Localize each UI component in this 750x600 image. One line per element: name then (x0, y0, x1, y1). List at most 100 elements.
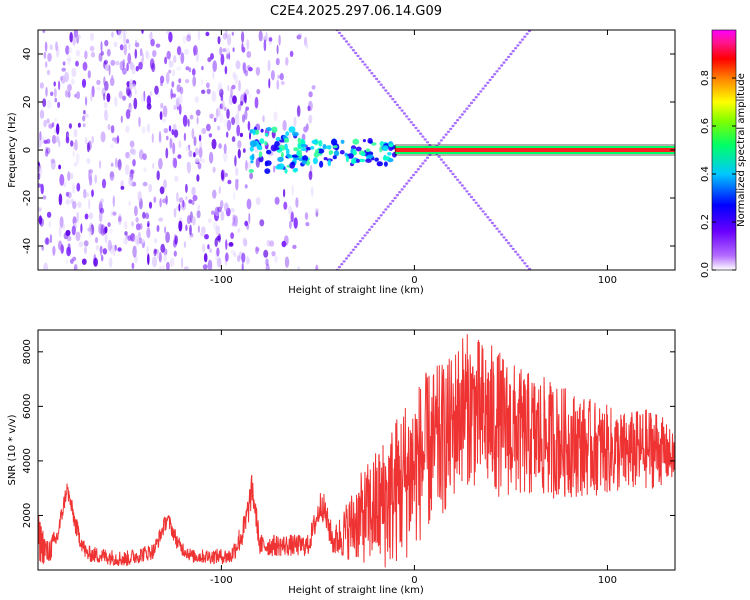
noise-blob (46, 69, 51, 76)
noise-blob (225, 239, 228, 250)
line-dot (495, 70, 499, 73)
y-tick-label: 20 (22, 96, 33, 109)
noise-blob (90, 92, 93, 102)
noise-blob (104, 64, 110, 72)
noise-blob (173, 129, 179, 138)
line-dot (527, 30, 532, 33)
snr-x-label: Height of straight line (km) (288, 585, 424, 596)
noise-blob (123, 43, 128, 56)
noise-blob (262, 115, 265, 123)
noise-blob (228, 52, 231, 60)
noise-blob (196, 174, 200, 182)
noise-blob (98, 52, 103, 62)
noise-blob (267, 59, 271, 72)
noise-blob (171, 69, 176, 77)
line-dot (502, 236, 506, 239)
line-dot (493, 224, 497, 227)
cluster-blob (319, 160, 324, 168)
noise-blob (266, 239, 271, 247)
noise-blob (216, 235, 221, 241)
x-tick-label: 0 (411, 575, 417, 586)
noise-blob (163, 128, 169, 134)
noise-blob (165, 231, 171, 243)
noise-blob (120, 180, 124, 188)
noise-blob (142, 211, 146, 219)
line-dot (465, 107, 469, 110)
noise-blob (66, 57, 72, 62)
noise-blob (227, 179, 232, 185)
noise-blob (216, 107, 221, 117)
noise-blob (228, 94, 234, 106)
noise-blob (194, 158, 200, 163)
line-dot (486, 81, 490, 85)
y-tick-label: 0 (22, 147, 33, 153)
line-dot (446, 130, 450, 133)
noise-blob (263, 249, 269, 258)
noise-blob (122, 33, 127, 44)
noise-blob (44, 149, 49, 157)
colorbar-ticks: 0.0 0.2 0.4 0.6 0.8 (700, 70, 736, 278)
noise-blob (248, 212, 251, 224)
noise-blob (39, 109, 45, 120)
line-dot (495, 227, 499, 230)
noise-blob (69, 32, 73, 43)
noise-blob (220, 210, 225, 221)
cluster-blob (355, 146, 362, 152)
noise-blob (122, 58, 126, 69)
noise-blob (240, 94, 245, 105)
line-dot (465, 190, 469, 193)
noise-blob (82, 115, 86, 122)
noise-blob (226, 47, 230, 56)
noise-blob (185, 224, 188, 232)
noise-blob (308, 91, 313, 98)
noise-blob (315, 264, 319, 270)
noise-blob (182, 114, 188, 127)
noise-blob (191, 199, 195, 206)
noise-blob (240, 100, 244, 106)
noise-blob (277, 74, 281, 79)
noise-blob (211, 138, 217, 150)
noise-blob (207, 244, 210, 250)
noise-blob (273, 165, 276, 173)
line-dot (386, 92, 390, 95)
noise-blob (72, 200, 77, 210)
noise-blob (178, 197, 184, 203)
noise-blob (164, 56, 168, 65)
noise-blob (246, 39, 250, 50)
noise-blob (166, 135, 169, 141)
noise-blob (128, 152, 132, 161)
noise-blob (232, 95, 237, 104)
noise-blob (243, 239, 248, 247)
noise-blob (269, 240, 275, 247)
noise-blob (84, 136, 88, 145)
line-dot (458, 116, 462, 119)
colorbar-tick-label: 0.2 (700, 214, 711, 230)
noise-blob (114, 96, 118, 108)
noise-blob (72, 182, 75, 194)
noise-blob (125, 125, 130, 133)
line-dot (463, 110, 467, 113)
cluster-blob (340, 139, 345, 144)
noise-blob (244, 109, 248, 121)
line-dot (442, 161, 446, 164)
noise-blob (215, 108, 219, 120)
noise-blob (132, 83, 136, 90)
noise-blob (75, 231, 81, 242)
noise-blob (110, 210, 115, 217)
noise-blob (148, 33, 153, 41)
noise-blob (60, 76, 63, 81)
noise-blob (149, 91, 153, 96)
noise-blob (45, 86, 48, 97)
cluster-blob (305, 160, 311, 166)
noise-blob (38, 207, 42, 212)
cluster-blob (322, 144, 327, 150)
noise-blob (295, 197, 299, 208)
noise-blob (78, 241, 84, 248)
noise-blob (304, 212, 309, 220)
noise-blob (143, 167, 147, 172)
noise-blob (62, 223, 65, 230)
y-tick-label: 6000 (22, 394, 33, 419)
noise-blob (45, 236, 49, 245)
noise-blob (231, 31, 234, 36)
noise-blob (59, 174, 65, 186)
